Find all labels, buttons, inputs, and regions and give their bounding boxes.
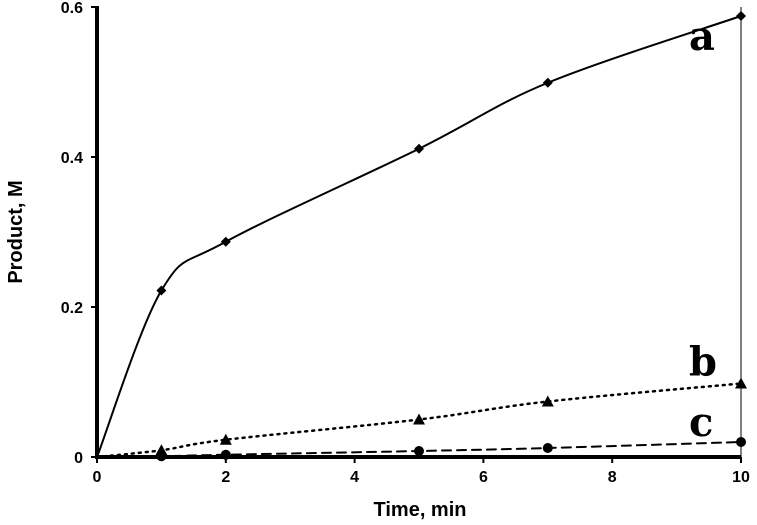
axes [91, 6, 742, 463]
data-point-b [735, 377, 747, 389]
series-label-a: a [689, 13, 715, 60]
data-point-c [542, 443, 553, 453]
x-axis-title: Time, min [374, 499, 467, 521]
data-point-c [736, 437, 746, 447]
series-label-b: b [689, 339, 717, 386]
data-point-c [220, 449, 231, 460]
data-point-b [541, 395, 554, 407]
data-point-a [542, 77, 553, 88]
data-point-a [736, 11, 746, 21]
data-point-b [413, 413, 425, 425]
series-label-c: c [689, 399, 713, 446]
y-tick-label: 0.4 [61, 150, 83, 167]
plot-lines [95, 15, 743, 459]
y-tick-label: 0.6 [61, 0, 83, 17]
data-point-c [156, 451, 167, 462]
y-tick-label: 0 [74, 450, 83, 467]
x-tick-label: 4 [350, 469, 359, 486]
y-tick-label: 0.2 [61, 300, 83, 317]
x-tick-label: 6 [479, 469, 488, 486]
tick-labels: 0 2 4 6 8 10 0 0.2 0.4 0.6 [61, 0, 750, 486]
series-line-a [96, 15, 742, 458]
data-point-a [414, 143, 424, 154]
series-labels: a bc [689, 13, 717, 446]
data-markers [155, 11, 747, 462]
data-point-a [220, 236, 231, 247]
x-tick-label: 2 [221, 469, 230, 486]
data-point-b [219, 433, 232, 445]
x-tick-label: 0 [93, 469, 102, 486]
data-point-c [414, 446, 424, 456]
x-tick-label: 10 [732, 469, 750, 486]
data-point-a [156, 285, 167, 296]
y-axis-title: Product, M [5, 180, 27, 283]
x-tick-label: 8 [608, 469, 617, 486]
